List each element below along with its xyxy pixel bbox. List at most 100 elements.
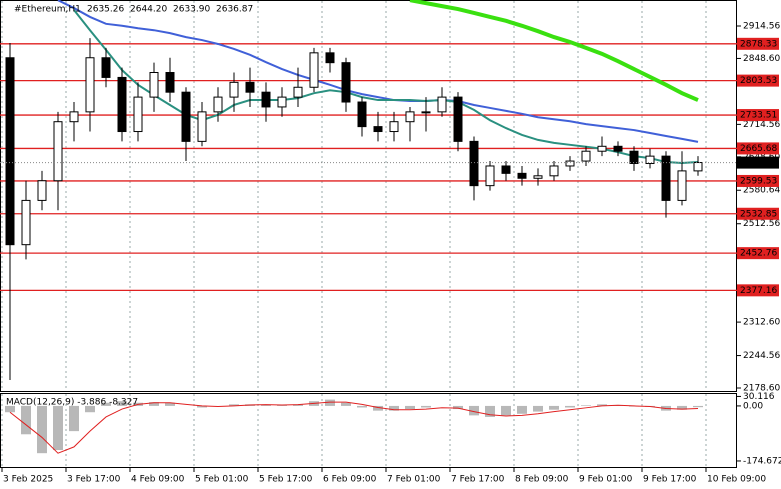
y-tick-label: 2914.56 <box>743 21 780 31</box>
candle-body <box>469 140 479 187</box>
y-tick-label: 2848.60 <box>743 54 780 64</box>
ohlc-value: 2633.90 <box>173 5 210 15</box>
candle-body <box>21 199 31 246</box>
candle-body <box>533 175 543 179</box>
candle-body <box>645 155 655 165</box>
macd-bar <box>693 405 703 408</box>
candle-body <box>309 52 319 88</box>
macd-bar <box>117 401 127 406</box>
level-box <box>737 284 779 297</box>
price-frame <box>0 0 737 392</box>
macd-bar <box>341 402 351 406</box>
x-tick-label: 9 Feb 01:00 <box>579 475 633 485</box>
line <box>73 9 699 165</box>
macd-bar <box>373 405 383 411</box>
macd-bar <box>517 405 527 414</box>
grid <box>1 1 707 467</box>
candle-body <box>597 145 607 152</box>
candle-body <box>213 96 223 113</box>
line <box>409 0 699 102</box>
macd-bar <box>485 405 495 417</box>
candle-body <box>37 180 47 201</box>
candle-body <box>517 172 527 179</box>
macd-bar <box>581 405 591 406</box>
candle-body <box>581 150 591 162</box>
candle-body <box>373 126 383 133</box>
candle-body <box>389 121 399 133</box>
candle-body <box>341 62 351 103</box>
candle-body <box>293 86 303 98</box>
current-price-box <box>737 156 779 169</box>
ohlc-value: 2635.26 <box>87 5 124 15</box>
candle-body <box>5 57 15 246</box>
candle-body <box>133 96 143 133</box>
macd-bar <box>37 405 47 454</box>
level-box <box>737 37 779 50</box>
candle-body <box>693 162 703 172</box>
macd-bar <box>421 405 431 408</box>
y-tick-label: 2312.60 <box>743 318 780 328</box>
y-tick-label: 30.116 <box>743 392 775 402</box>
candle-body <box>261 91 271 108</box>
level-label: 2665.68 <box>740 144 777 154</box>
candle-body <box>421 111 431 114</box>
level-label: 2452.76 <box>740 249 777 259</box>
macd-bar <box>53 405 63 451</box>
symbol: #Ethereum,H1 <box>14 5 81 15</box>
macd-bar <box>165 402 175 406</box>
macd-bar <box>69 405 79 432</box>
y-tick-label: 2580.64 <box>743 186 780 196</box>
candle-body <box>661 155 671 201</box>
macd-bar <box>549 405 559 410</box>
current-price-label: 2636.87 <box>740 158 777 168</box>
macd-bar <box>453 405 463 410</box>
macd-bar <box>389 405 399 411</box>
candle-body <box>677 170 687 201</box>
y-tick-label: 2244.56 <box>743 351 780 361</box>
level-box <box>737 74 779 87</box>
level-box <box>737 142 779 155</box>
line <box>9 401 699 454</box>
macd-bar <box>597 404 607 406</box>
x-tick-label: 5 Feb 17:00 <box>259 475 313 485</box>
candle-body <box>453 96 463 142</box>
candle-body <box>117 76 127 133</box>
macd-bar <box>197 405 207 408</box>
candle-body <box>229 81 239 98</box>
level-label: 2733.51 <box>740 111 777 121</box>
candle-body <box>277 96 287 108</box>
candle-body <box>245 81 255 93</box>
level-box <box>737 247 779 260</box>
candle-body <box>165 72 175 93</box>
candle-body <box>501 165 511 174</box>
y-tick-label: 2178.60 <box>743 384 780 394</box>
level-box <box>737 109 779 122</box>
x-tick-label: 5 Feb 01:00 <box>195 475 249 485</box>
x-tick-label: 8 Feb 09:00 <box>515 475 569 485</box>
level-box <box>737 174 779 187</box>
x-tick-label: 9 Feb 17:00 <box>643 475 697 485</box>
ohlc-value: 2644.20 <box>130 5 167 15</box>
macd-bar <box>469 405 479 416</box>
macd-bar <box>21 405 31 435</box>
price-plot <box>0 0 737 380</box>
y-tick-label: -174.672 <box>743 456 781 466</box>
candle-body <box>405 111 415 123</box>
candle-body <box>197 111 207 142</box>
line <box>57 0 699 143</box>
level-label: 2377.16 <box>740 286 777 296</box>
candle-body <box>613 145 623 152</box>
macd-bar <box>149 402 159 406</box>
candle-body <box>485 165 495 187</box>
macd-bar <box>261 404 271 406</box>
level-box <box>737 207 779 220</box>
macd-title: MACD(12,26,9) -3.886 -8.327 <box>6 398 138 408</box>
y-tick-label: 0.00 <box>743 401 763 411</box>
macd-bar <box>325 399 335 406</box>
labels: 3 Feb 2025 3 Feb 17:00 4 Feb 09:00 5 Feb 01… <box>1 21 781 485</box>
x-tick-label: 3 Feb 2025 <box>3 475 53 485</box>
macd-plot <box>5 399 703 454</box>
macd-bar <box>565 405 575 408</box>
macd-bar <box>405 405 415 410</box>
